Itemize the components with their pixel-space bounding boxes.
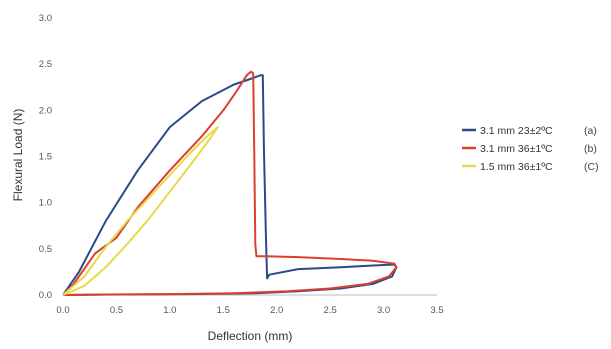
y-axis-title: Flexural Load (N) (11, 109, 25, 202)
x-tick-label: 3.0 (377, 305, 390, 316)
y-tick-label: 2.5 (39, 59, 52, 70)
y-tick-label: 2.0 (39, 105, 52, 116)
x-tick-label: 3.5 (430, 305, 443, 316)
y-tick-labels: 0.0 0.5 1.0 1.5 2.0 2.5 3.0 (39, 13, 52, 301)
y-tick-label: 1.0 (39, 198, 52, 209)
legend-label-c: 1.5 mm 36±1ºC (480, 161, 553, 173)
legend-label-a: 3.1 mm 23±2ºC (480, 125, 553, 137)
x-tick-label: 2.0 (270, 305, 283, 316)
x-tick-label: 0.5 (110, 305, 123, 316)
x-tick-label: 1.0 (163, 305, 176, 316)
legend-tag-c: (C) (584, 161, 599, 173)
x-tick-label: 1.5 (217, 305, 230, 316)
y-tick-label: 0.0 (39, 290, 52, 301)
x-tick-label: 0.0 (56, 305, 69, 316)
legend-tag-a: (a) (584, 125, 597, 137)
y-tick-label: 1.5 (39, 152, 52, 163)
legend-tag-b: (b) (584, 143, 597, 155)
x-tick-labels: 0.0 0.5 1.0 1.5 2.0 2.5 3.0 3.5 (56, 305, 443, 316)
series-line-a (62, 74, 398, 296)
series-lines (62, 70, 398, 296)
y-tick-label: 0.5 (39, 244, 52, 255)
legend-label-b: 3.1 mm 36±1ºC (480, 143, 553, 155)
series-line-c (62, 126, 219, 296)
x-axis-title: Deflection (mm) (208, 329, 293, 343)
chart-legend: 3.1 mm 23±2ºC (a) 3.1 mm 36±1ºC (b) 1.5 mm 3… (462, 125, 599, 173)
x-tick-label: 2.5 (324, 305, 337, 316)
series-line-b (62, 70, 398, 296)
y-tick-label: 3.0 (39, 13, 52, 24)
